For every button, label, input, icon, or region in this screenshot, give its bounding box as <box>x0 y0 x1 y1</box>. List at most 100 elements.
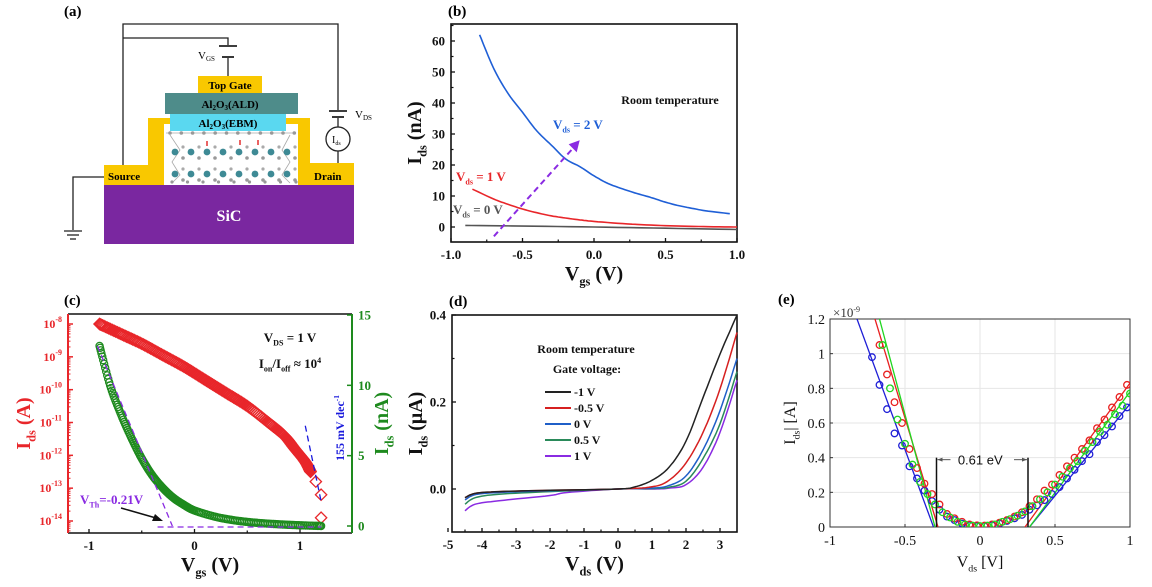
lattice-atom <box>293 156 297 160</box>
vth-arrow-head <box>152 514 163 521</box>
circuit-wires <box>64 23 339 240</box>
legend-label: 1 V <box>574 449 592 463</box>
y-right-tick-label: 15 <box>358 308 372 323</box>
data-point <box>1081 446 1089 455</box>
lattice-atom <box>258 131 263 135</box>
y-tick-label: 0 <box>818 521 825 536</box>
lattice-atom <box>293 167 297 171</box>
lattice-atom <box>267 170 275 178</box>
data-point <box>991 520 999 527</box>
data-point <box>878 341 887 349</box>
data-point <box>886 384 894 393</box>
lattice-atom <box>213 167 217 171</box>
y-left-tick-label: 10-13 <box>39 479 62 495</box>
data-point <box>988 520 996 527</box>
data-point <box>983 521 992 527</box>
data-point <box>920 479 929 488</box>
annotation-subthreshold-swing: 155 mV dec-1 <box>332 395 347 461</box>
lattice-atom <box>213 131 217 135</box>
data-point <box>883 405 891 414</box>
top-gate <box>198 76 262 93</box>
y-tick-label: 50 <box>432 65 445 80</box>
data-point <box>1073 457 1082 466</box>
lattice-atom <box>168 131 172 135</box>
lattice-atom <box>219 170 227 178</box>
data-point <box>1115 393 1124 401</box>
y-tick-label: 0.4 <box>430 308 447 323</box>
lattice-atom <box>197 156 201 160</box>
source-label: Source <box>108 171 140 183</box>
data-point-diamond <box>309 475 323 489</box>
lattice-atom <box>197 178 201 182</box>
data-point <box>893 415 902 424</box>
data-point <box>1115 412 1124 421</box>
x-tick-label: 0.5 <box>1046 534 1064 549</box>
data-point <box>1108 403 1116 412</box>
lattice-atom <box>245 178 249 182</box>
data-point-circle <box>100 363 110 372</box>
data-point <box>868 353 876 362</box>
y-tick-label: 0.4 <box>808 452 826 467</box>
data-point-diamond <box>314 511 328 525</box>
y-axis-label: Ids| [A] <box>782 401 802 445</box>
lattice-atom <box>251 170 259 178</box>
source-contact <box>104 118 170 185</box>
x-tick-label: -0.5 <box>512 247 533 262</box>
lattice-atom <box>245 145 249 149</box>
y-tick-label: 40 <box>432 96 445 111</box>
data-point <box>923 490 932 499</box>
y-tick-label: 1 <box>818 348 825 363</box>
vds-label: VDS <box>355 109 372 122</box>
ald-oxide-layer <box>165 93 298 114</box>
drain-contact <box>286 118 354 185</box>
panel-label-c: (c) <box>64 293 81 309</box>
lattice-atom <box>213 156 217 160</box>
data-point <box>1006 515 1014 524</box>
data-point <box>1058 472 1067 481</box>
vth-arrow-line <box>120 507 157 519</box>
fit-line <box>856 319 935 527</box>
lattice-atom <box>187 170 195 178</box>
data-point <box>1048 480 1056 489</box>
legend-label: 0.5 V <box>574 433 601 447</box>
y-tick-label: 60 <box>432 34 445 49</box>
panel-label-b: (b) <box>448 4 466 20</box>
ald-oxide-label: Al2O3(ALD) <box>201 99 258 112</box>
data-point <box>1033 495 1041 504</box>
lattice-atom <box>181 145 185 149</box>
lattice-atom <box>245 156 249 160</box>
x-tick-label: 0 <box>977 534 984 549</box>
series-line <box>478 34 730 215</box>
lattice-atom <box>229 167 233 171</box>
lattice-atom <box>235 148 243 156</box>
y-left-tick-label: 10-10 <box>39 381 62 397</box>
series-label: Vds = 1 V <box>456 169 506 187</box>
data-point <box>1066 464 1074 473</box>
y-multiplier: ×10-9 <box>833 305 860 320</box>
data-point <box>916 477 924 486</box>
lattice-atom <box>261 156 265 160</box>
y-left-tick-label: 10-14 <box>39 512 62 528</box>
ammeter-icon <box>325 126 351 152</box>
lattice-atom <box>219 148 227 156</box>
y-right-tick-label: 10 <box>358 378 371 393</box>
series-line <box>464 314 738 499</box>
x-tick-label: 0.0 <box>586 247 602 262</box>
lattice-atom <box>229 156 233 160</box>
data-point <box>1070 465 1079 474</box>
data-point <box>965 520 974 527</box>
y-axis-label: Ids (μA) <box>405 392 431 456</box>
x-tick-label: -2 <box>545 537 556 552</box>
x-tick-label: 1 <box>297 538 304 553</box>
legend-label: -0.5 V <box>574 401 605 415</box>
ebm-oxide-layer <box>170 114 286 131</box>
data-point <box>976 522 984 527</box>
lattice-atom <box>283 170 291 178</box>
lattice-atom <box>294 180 298 184</box>
data-point <box>1088 438 1097 447</box>
channel-lattice <box>164 131 298 185</box>
vds-source-symbol <box>329 110 347 118</box>
drain-label: Drain <box>314 171 342 183</box>
trend-arrow-head <box>568 140 580 153</box>
